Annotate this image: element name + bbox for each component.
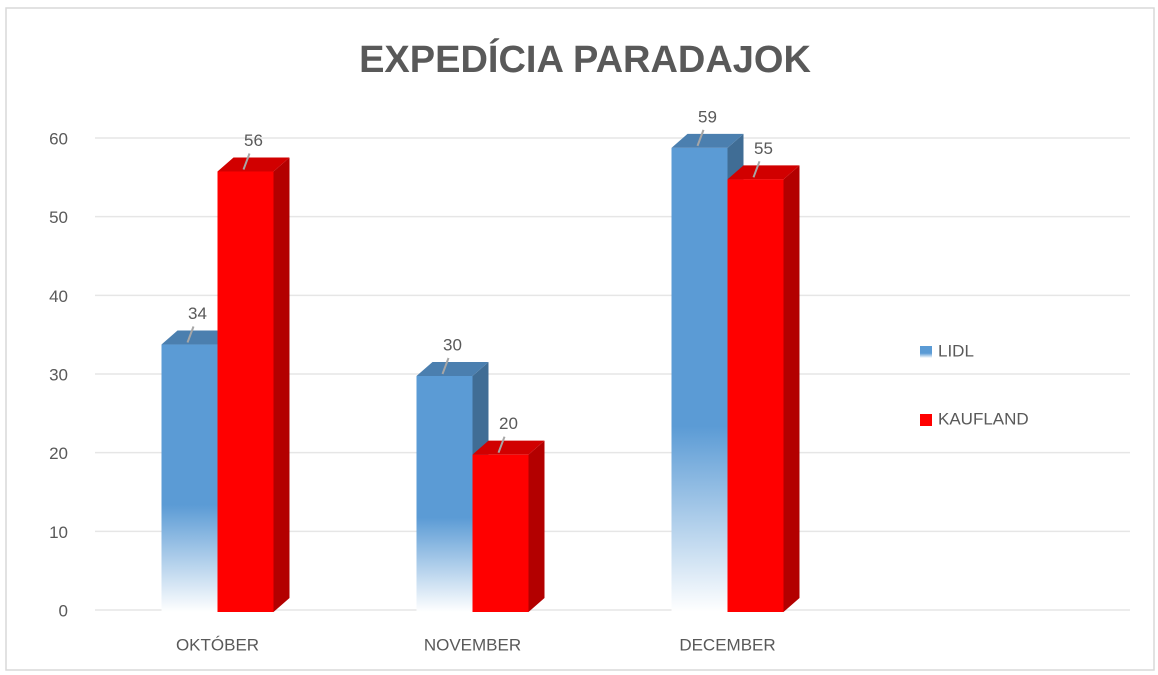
x-tick-label: OKTÓBER [176,635,259,654]
chart-title: EXPEDÍCIA PARADAJOK [359,37,811,81]
bar-side [783,165,800,613]
label-leader [441,357,450,375]
legend-label: LIDL [938,341,974,360]
data-label: 56 [244,131,263,150]
bar [217,171,274,612]
bar-top [727,165,800,180]
y-tick-label: 50 [49,208,68,227]
data-label: 34 [188,304,207,323]
y-tick-label: 20 [49,444,68,463]
x-tick-label: DECEMBER [679,635,775,654]
label-leader [696,129,705,147]
y-tick-label: 30 [49,365,68,384]
y-tick-label: 10 [49,523,68,542]
bar [671,147,728,612]
data-label: 30 [443,335,462,354]
legend-label: KAUFLAND [938,409,1029,428]
label-leader [752,160,761,178]
legend-swatch [920,346,932,358]
y-tick-label: 40 [49,287,68,306]
legend-swatch [920,414,932,426]
y-tick-label: 60 [49,129,68,148]
bar [472,454,529,612]
data-label: 20 [499,414,518,433]
bar [161,344,218,612]
bar-top [671,133,744,148]
bar-side [273,157,290,612]
label-leader [186,326,195,343]
label-leader [497,436,506,454]
bar [727,179,784,613]
bar-top [472,440,545,455]
data-label: 55 [754,139,773,158]
bar-top [161,330,234,345]
data-label: 59 [698,107,717,126]
bar [416,376,473,612]
bar-side [528,440,545,612]
y-tick-label: 0 [59,601,68,620]
bar-top [217,157,290,172]
x-tick-label: NOVEMBER [424,635,521,654]
label-leader [242,153,251,170]
bar-top [416,362,489,376]
